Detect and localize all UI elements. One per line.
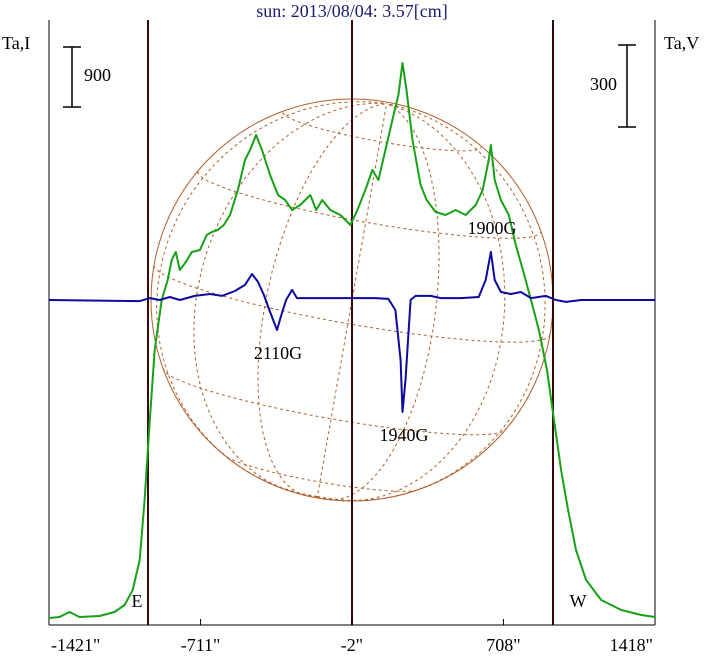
parallel: [282, 112, 482, 152]
parallel: [197, 171, 542, 239]
x-tick-label: 708": [486, 635, 520, 655]
meridian: [193, 102, 387, 497]
scale-bar-label: 900: [84, 65, 111, 85]
meridian: [317, 103, 546, 502]
x-tick-label: -711": [181, 635, 221, 655]
y-axis-label: Ta,I: [2, 33, 30, 53]
chart-title: sun: 2013/08/04: 3.57[cm]: [256, 1, 448, 21]
east-label: E: [132, 591, 143, 611]
annotation: 2110G: [254, 343, 302, 363]
series-line: [48, 250, 655, 413]
x-tick-label: -1421": [51, 635, 100, 655]
scale-bar: [63, 46, 81, 108]
parallel: [153, 265, 551, 343]
scale-bar-label: 300: [590, 74, 617, 94]
series-line: [48, 62, 656, 619]
scale-bar: [618, 44, 636, 128]
annotation: 1900G: [468, 218, 517, 238]
annotation: 1940G: [380, 425, 429, 445]
west-label: W: [570, 591, 587, 611]
limb-markers: [147, 20, 554, 625]
x-tick-label: 1418": [610, 635, 653, 655]
y2-axis-label: Ta,V: [664, 33, 699, 53]
parallel: [222, 452, 422, 492]
meridian: [156, 101, 387, 497]
meridian: [257, 103, 387, 497]
x-tick-label: -2": [341, 635, 363, 655]
meridian: [317, 103, 506, 502]
parallel: [162, 367, 507, 436]
